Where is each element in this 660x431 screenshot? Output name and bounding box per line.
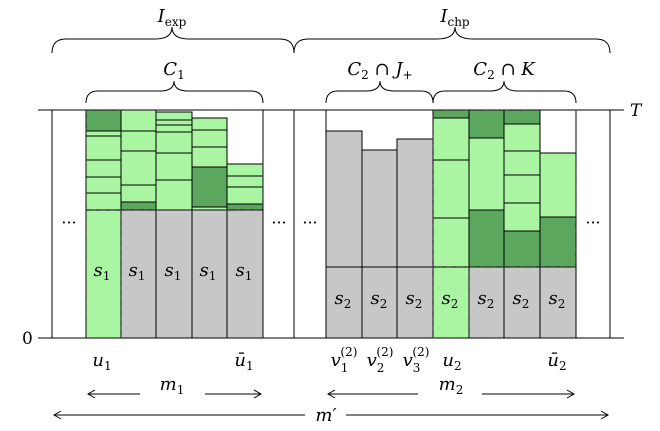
s1-label-3: s1 <box>165 260 182 283</box>
ellipsis-mid-left: ··· <box>271 213 286 232</box>
c2-j-label: C2 ∩ J+ <box>347 59 412 82</box>
c1-dashed-region <box>85 109 264 211</box>
t-label: T <box>630 101 643 121</box>
ellipsis-mid-right: ··· <box>302 213 317 232</box>
s1-labels: s1 s1 s1 s1 s1 <box>94 260 253 283</box>
c2k-job-dark-4 <box>539 216 577 268</box>
m1-label: m1 <box>160 374 185 397</box>
u1-dashed-region <box>85 209 122 339</box>
c2k-job-dark-3a <box>503 109 541 125</box>
s2-label-7: s2 <box>549 288 566 311</box>
s1-label-5: s1 <box>236 260 253 283</box>
job-dark-4 <box>191 166 228 208</box>
machine-labels: u1 ū1 v1(2) v2(2) v3(2) u2 ū2 <box>92 345 566 375</box>
c2-k-jobs <box>432 109 577 339</box>
s1-label-1: s1 <box>94 260 111 283</box>
m2-label: m2 <box>439 374 464 397</box>
s2-labels: s2 s2 s2 s2 s2 s2 s2 <box>335 288 566 311</box>
job-s1-3 <box>155 209 193 339</box>
v2-label: v2(2) <box>367 345 394 375</box>
s2-label-5: s2 <box>478 288 495 311</box>
v1-job <box>325 130 363 339</box>
v3-job <box>396 138 434 339</box>
c2-k-dashed-region <box>432 109 577 268</box>
job-dark-2 <box>120 201 157 211</box>
i-chp-label: Ichp <box>439 6 470 29</box>
job-s1-4 <box>191 209 228 339</box>
v3-label: v3(2) <box>403 345 430 375</box>
s2-label-1: s2 <box>335 288 352 311</box>
u1-job-dark <box>85 109 122 132</box>
s1-label-4: s1 <box>200 260 217 283</box>
c2-k-label: C2 ∩ K <box>473 59 536 82</box>
s2-label-3: s2 <box>406 288 423 311</box>
c2k-job-dark-3b <box>503 230 541 268</box>
c2k-job-dark-2a <box>468 109 505 139</box>
u1-label: u1 <box>92 350 111 373</box>
v2-job <box>361 149 398 339</box>
ubar2-label: ū2 <box>547 350 566 373</box>
c2k-job-dark-2b <box>468 209 505 268</box>
job-dark-5 <box>226 203 264 211</box>
job-s1-2 <box>120 209 157 339</box>
ellipsis-right: ··· <box>585 213 600 232</box>
s2-label-2: s2 <box>371 288 388 311</box>
job-stack-2 <box>120 109 157 211</box>
c1-label: C1 <box>163 59 184 82</box>
v1-label: v1(2) <box>331 345 358 375</box>
zero-label: 0 <box>22 329 33 349</box>
job-stack-3 <box>155 111 193 211</box>
s2-label-6: s2 <box>513 288 530 311</box>
i-chp-brace <box>293 26 611 54</box>
c2k-job-base-2 <box>468 266 505 339</box>
c2-j-brace <box>325 80 434 104</box>
u2-label: u2 <box>442 350 461 373</box>
c1-brace <box>85 80 264 104</box>
s1-label-2: s1 <box>129 260 146 283</box>
s2-label-4: s2 <box>442 288 459 311</box>
c2-j-jobs <box>325 130 434 339</box>
ubar1-label: ū1 <box>234 350 253 373</box>
u2-dashed-region <box>432 266 470 339</box>
c2-k-brace <box>432 80 577 104</box>
i-exp-label: Iexp <box>157 6 187 29</box>
mprime-label: m′ <box>315 405 336 426</box>
i-exp-brace <box>51 26 295 54</box>
c1-jobs <box>85 109 264 339</box>
ellipsis-left: ··· <box>61 213 76 232</box>
job-s1-5 <box>226 209 264 339</box>
u2-job-dark <box>432 109 470 119</box>
